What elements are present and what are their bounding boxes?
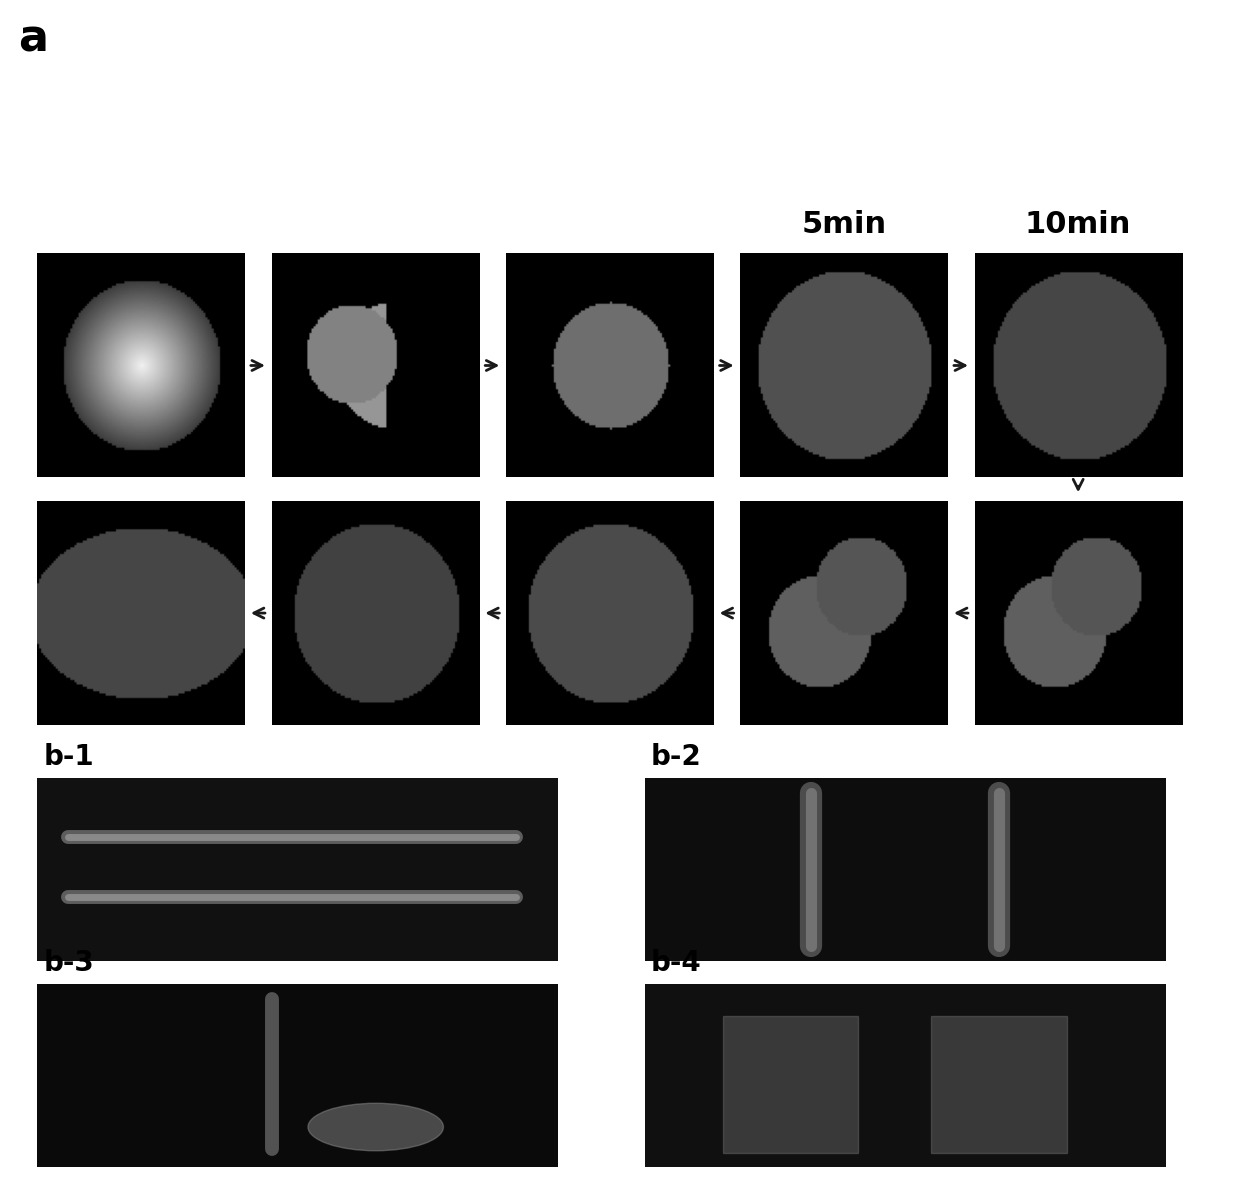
Text: 5min: 5min: [801, 210, 887, 239]
Text: b-2: b-2: [651, 743, 702, 771]
Text: b-4: b-4: [651, 949, 702, 977]
Text: a: a: [19, 18, 48, 60]
Bar: [931, 1015, 1066, 1153]
Text: 10min: 10min: [1025, 210, 1131, 239]
Text: b-3: b-3: [43, 949, 94, 977]
Circle shape: [308, 1104, 444, 1151]
Bar: [723, 1015, 858, 1153]
Text: b-1: b-1: [43, 743, 94, 771]
